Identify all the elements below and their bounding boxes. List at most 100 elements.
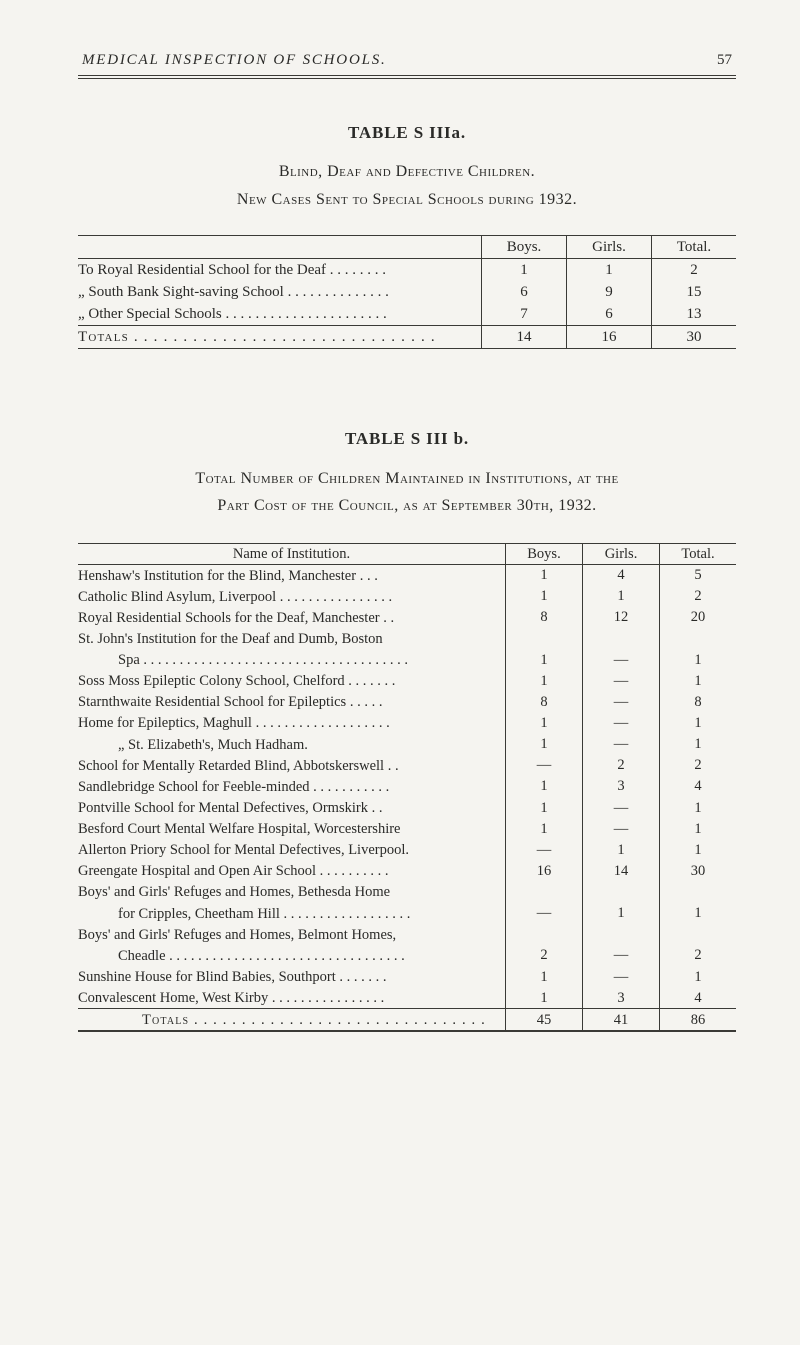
row-girls: —: [583, 691, 660, 712]
row-girls: 1: [583, 903, 660, 924]
row-boys: 1: [506, 564, 583, 586]
table-a-subtitle-2: New Cases Sent to Special Schools during…: [78, 191, 736, 209]
table-b-col-girls: Girls.: [583, 543, 660, 564]
table-b-col-boys: Boys.: [506, 543, 583, 564]
row-boys: 1: [506, 818, 583, 839]
row-girls: 2: [583, 755, 660, 776]
table-row: Home for Epileptics, Maghull . . . . . .…: [78, 712, 736, 733]
row-girls: 14: [583, 860, 660, 881]
table-row: Sandlebridge School for Feeble-minded . …: [78, 776, 736, 797]
row-total: 1: [660, 670, 737, 691]
table-row: Greengate Hospital and Open Air School .…: [78, 860, 736, 881]
row-boys: 2: [506, 945, 583, 966]
table-row: To Royal Residential School for the Deaf…: [78, 259, 736, 282]
table-b-bottom-rule: [78, 1031, 736, 1032]
table-b-caption-2: Part Cost of the Council, as at Septembe…: [78, 494, 736, 519]
table-a-totals-total: 30: [652, 326, 737, 349]
row-name: Convalescent Home, West Kirby . . . . . …: [78, 987, 506, 1009]
row-total: 1: [660, 797, 737, 818]
row-total: [660, 924, 737, 945]
row-boys: —: [506, 903, 583, 924]
row-name: Allerton Priory School for Mental Defect…: [78, 839, 506, 860]
row-name: „ Other Special Schools . . . . . . . . …: [78, 303, 482, 326]
table-a-totals-label: Totals . . . . . . . . . . . . . . . . .…: [78, 326, 482, 349]
row-boys: 1: [506, 776, 583, 797]
table-row: Besford Court Mental Welfare Hospital, W…: [78, 818, 736, 839]
row-name: Boys' and Girls' Refuges and Homes, Beth…: [78, 881, 506, 902]
row-girls: [583, 924, 660, 945]
row-total: 5: [660, 564, 737, 586]
row-name: Soss Moss Epileptic Colony School, Chelf…: [78, 670, 506, 691]
row-girls: —: [583, 945, 660, 966]
table-b: Name of Institution. Boys. Girls. Total.…: [78, 543, 736, 1033]
row-total: 2: [660, 755, 737, 776]
table-row: „ Other Special Schools . . . . . . . . …: [78, 303, 736, 326]
running-title: MEDICAL INSPECTION OF SCHOOLS.: [82, 52, 387, 69]
table-b-col-total: Total.: [660, 543, 737, 564]
row-total: 4: [660, 987, 737, 1009]
table-a-header-row: Boys. Girls. Total.: [78, 236, 736, 259]
row-boys: 1: [482, 259, 567, 282]
row-total: 8: [660, 691, 737, 712]
table-a-title: TABLE S IIIa.: [78, 123, 736, 143]
table-row: Convalescent Home, West Kirby . . . . . …: [78, 987, 736, 1009]
table-row: Cheadle . . . . . . . . . . . . . . . . …: [78, 945, 736, 966]
row-total: 1: [660, 649, 737, 670]
table-row: Boys' and Girls' Refuges and Homes, Beth…: [78, 881, 736, 902]
table-row: Henshaw's Institution for the Blind, Man…: [78, 564, 736, 586]
row-boys: —: [506, 839, 583, 860]
row-boys: 6: [482, 281, 567, 303]
table-row: Sunshine House for Blind Babies, Southpo…: [78, 966, 736, 987]
row-boys: 1: [506, 649, 583, 670]
table-row: Boys' and Girls' Refuges and Homes, Belm…: [78, 924, 736, 945]
table-row: Soss Moss Epileptic Colony School, Chelf…: [78, 670, 736, 691]
row-total: 30: [660, 860, 737, 881]
row-name: Boys' and Girls' Refuges and Homes, Belm…: [78, 924, 506, 945]
row-total: 1: [660, 966, 737, 987]
row-name: Sunshine House for Blind Babies, Southpo…: [78, 966, 506, 987]
row-boys: 1: [506, 966, 583, 987]
row-boys: 1: [506, 712, 583, 733]
table-b-col-name: Name of Institution.: [78, 543, 506, 564]
row-total: 2: [652, 259, 737, 282]
row-name: „ South Bank Sight-saving School . . . .…: [78, 281, 482, 303]
table-b-title: TABLE S III b.: [78, 429, 736, 449]
table-row: Allerton Priory School for Mental Defect…: [78, 839, 736, 860]
table-a-col-boys: Boys.: [482, 236, 567, 259]
row-name: To Royal Residential School for the Deaf…: [78, 259, 482, 282]
row-boys: 1: [506, 797, 583, 818]
row-girls: —: [583, 670, 660, 691]
row-girls: —: [583, 966, 660, 987]
row-name: Home for Epileptics, Maghull . . . . . .…: [78, 712, 506, 733]
row-boys: 1: [506, 734, 583, 755]
row-boys: —: [506, 755, 583, 776]
row-name: Besford Court Mental Welfare Hospital, W…: [78, 818, 506, 839]
table-row: Spa . . . . . . . . . . . . . . . . . . …: [78, 649, 736, 670]
row-name: Sandlebridge School for Feeble-minded . …: [78, 776, 506, 797]
table-b-caption-1: Total Number of Children Maintained in I…: [78, 467, 736, 492]
header-rule-2: [78, 78, 736, 79]
row-boys: 1: [506, 586, 583, 607]
row-boys: 8: [506, 607, 583, 628]
row-boys: 7: [482, 303, 567, 326]
table-b-totals-row: Totals . . . . . . . . . . . . . . . . .…: [78, 1009, 736, 1031]
table-a-header-blank: [78, 236, 482, 259]
row-total: 4: [660, 776, 737, 797]
row-name: Henshaw's Institution for the Blind, Man…: [78, 564, 506, 586]
row-total: [660, 628, 737, 649]
table-row: Pontville School for Mental Defectives, …: [78, 797, 736, 818]
row-name: Pontville School for Mental Defectives, …: [78, 797, 506, 818]
row-girls: —: [583, 649, 660, 670]
row-girls: 3: [583, 776, 660, 797]
row-name: Cheadle . . . . . . . . . . . . . . . . …: [78, 945, 506, 966]
row-name: Catholic Blind Asylum, Liverpool . . . .…: [78, 586, 506, 607]
row-name: Spa . . . . . . . . . . . . . . . . . . …: [78, 649, 506, 670]
row-girls: 4: [583, 564, 660, 586]
row-boys: [506, 881, 583, 902]
row-total: 20: [660, 607, 737, 628]
row-girls: [583, 881, 660, 902]
row-girls: 12: [583, 607, 660, 628]
table-b-totals-boys: 45: [506, 1009, 583, 1031]
row-boys: 8: [506, 691, 583, 712]
table-a-subtitle-1: Blind, Deaf and Defective Children.: [78, 163, 736, 181]
